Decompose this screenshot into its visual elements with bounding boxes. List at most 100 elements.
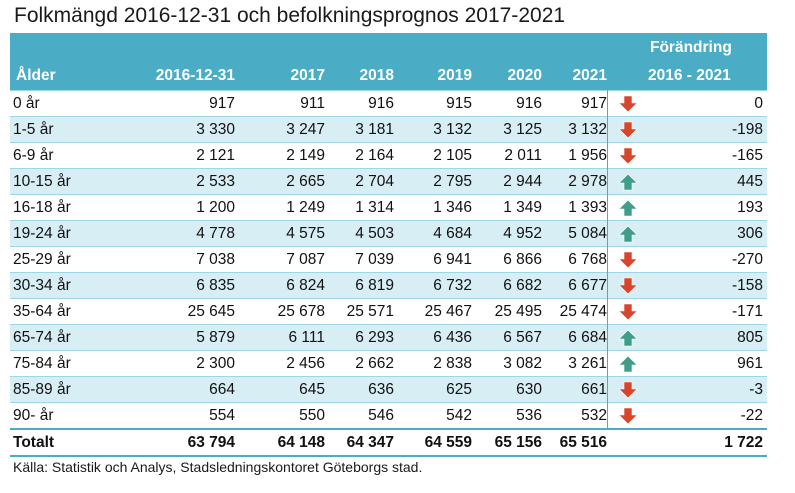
arrow-down-icon: [618, 121, 638, 139]
arrow-down-icon: [618, 95, 638, 113]
row-value: 3 125: [503, 121, 542, 138]
row-value: 2 149: [286, 147, 325, 164]
row-age-label: 0 år: [13, 95, 40, 112]
row-change: 0: [754, 95, 763, 112]
total-value: 63 794: [187, 434, 235, 451]
table-row: 25-29 år 7 038 7 087 7 039 6 941 6 866 6 768 -2…: [10, 246, 767, 272]
row-value: 916: [516, 95, 542, 112]
arrow-up-icon: [618, 173, 638, 191]
table-row: 16-18 år 1 200 1 249 1 314 1 346 1 349 1 393 19…: [10, 194, 767, 220]
row-age-label: 85-89 år: [13, 381, 71, 398]
row-change: -198: [731, 121, 763, 138]
row-value: 1 249: [286, 199, 325, 216]
row-value: 2 838: [433, 355, 472, 372]
arrow-up-icon: [618, 329, 638, 347]
table-header: Ålder 2016-12-31 2017 2018 2019 2020 202…: [10, 33, 767, 92]
row-value: 536: [516, 407, 542, 424]
row-value: 916: [368, 95, 394, 112]
row-value: 7 039: [355, 251, 394, 268]
row-age-label: 19-24 år: [13, 225, 71, 242]
row-change: -22: [740, 407, 763, 424]
row-value: 2 665: [286, 173, 325, 190]
row-value: 7 087: [286, 251, 325, 268]
table-row: 1-5 år 3 330 3 247 3 181 3 132 3 125 3 132 -198: [10, 116, 767, 142]
table-row: 75-84 år 2 300 2 456 2 662 2 838 3 082 3 261 96…: [10, 350, 767, 376]
row-value: 4 503: [355, 225, 394, 242]
row-age-label: 35-64 år: [13, 303, 71, 320]
row-value: 661: [581, 381, 607, 398]
row-value: 5 084: [568, 225, 607, 242]
row-value: 625: [446, 381, 472, 398]
row-age-label: 25-29 år: [13, 251, 71, 268]
row-value: 2 978: [568, 173, 607, 190]
row-value: 6 677: [568, 277, 607, 294]
row-age-label: 30-34 år: [13, 277, 71, 294]
row-value: 3 247: [286, 121, 325, 138]
row-value: 6 293: [355, 329, 394, 346]
row-value: 2 105: [433, 147, 472, 164]
row-value: 6 866: [503, 251, 542, 268]
row-value: 4 778: [196, 225, 235, 242]
row-value: 25 474: [559, 303, 607, 320]
row-value: 664: [209, 381, 235, 398]
row-value: 6 436: [433, 329, 472, 346]
table-row: 19-24 år 4 778 4 575 4 503 4 684 4 952 5 084 30…: [10, 220, 767, 246]
arrow-up-icon: [618, 355, 638, 373]
row-change: 193: [737, 199, 763, 216]
row-change: -158: [731, 277, 763, 294]
total-value: 65 156: [494, 434, 542, 451]
row-change: 306: [737, 225, 763, 242]
row-value: 554: [209, 407, 235, 424]
row-change: -270: [731, 251, 763, 268]
row-value: 25 645: [187, 303, 235, 320]
population-table: Ålder 2016-12-31 2017 2018 2019 2020 202…: [10, 33, 767, 457]
row-value: 1 393: [568, 199, 607, 216]
row-age-label: 90- år: [13, 407, 54, 424]
row-change: -165: [731, 147, 763, 164]
table-title: Folkmängd 2016-12-31 och befolkningsprog…: [14, 4, 566, 27]
row-value: 25 571: [346, 303, 394, 320]
row-value: 3 330: [196, 121, 235, 138]
row-change: 805: [737, 329, 763, 346]
row-age-label: 16-18 år: [13, 199, 71, 216]
row-value: 2 456: [286, 355, 325, 372]
header-col-2021: 2021: [572, 67, 607, 84]
row-value: 6 567: [503, 329, 542, 346]
arrow-down-icon: [618, 407, 638, 425]
total-label: Totalt: [13, 434, 55, 451]
row-value: 4 684: [433, 225, 472, 242]
row-value: 25 467: [424, 303, 472, 320]
row-change: -171: [731, 303, 763, 320]
row-value: 3 261: [568, 355, 607, 372]
total-row: Totalt 63 794 64 148 64 347 64 559 65 15…: [10, 428, 767, 457]
row-value: 2 944: [503, 173, 542, 190]
table-body: 0 år 917 911 916 915 916 917 0 1-5 år 3 330 3 247 3…: [10, 90, 767, 428]
arrow-down-icon: [618, 381, 638, 399]
row-age-label: 75-84 år: [13, 355, 71, 372]
row-value: 7 038: [196, 251, 235, 268]
row-value: 645: [299, 381, 325, 398]
row-value: 6 819: [355, 277, 394, 294]
row-value: 1 349: [503, 199, 542, 216]
header-col-2019: 2019: [437, 67, 472, 84]
header-change-bottom: 2016 - 2021: [648, 67, 731, 84]
row-age-label: 10-15 år: [13, 173, 71, 190]
header-col-2018: 2018: [359, 67, 394, 84]
row-value: 2 300: [196, 355, 235, 372]
row-change: -3: [749, 381, 763, 398]
row-value: 532: [581, 407, 607, 424]
row-value: 4 952: [503, 225, 542, 242]
source-note: Källa: Statistik och Analys, Stadslednin…: [13, 459, 423, 475]
table-row: 6-9 år 2 121 2 149 2 164 2 105 2 011 1 956 -165: [10, 142, 767, 168]
arrow-down-icon: [618, 277, 638, 295]
total-value: 64 347: [346, 434, 394, 451]
row-value: 3 181: [355, 121, 394, 138]
row-value: 636: [368, 381, 394, 398]
row-value: 917: [209, 95, 235, 112]
table-row: 90- år 554 550 546 542 536 532 -22: [10, 402, 767, 428]
total-value: 64 559: [424, 434, 472, 451]
row-value: 2 533: [196, 173, 235, 190]
table-row: 30-34 år 6 835 6 824 6 819 6 732 6 682 6 677 -1…: [10, 272, 767, 298]
total-change: 1 722: [724, 434, 763, 451]
row-change: 445: [737, 173, 763, 190]
